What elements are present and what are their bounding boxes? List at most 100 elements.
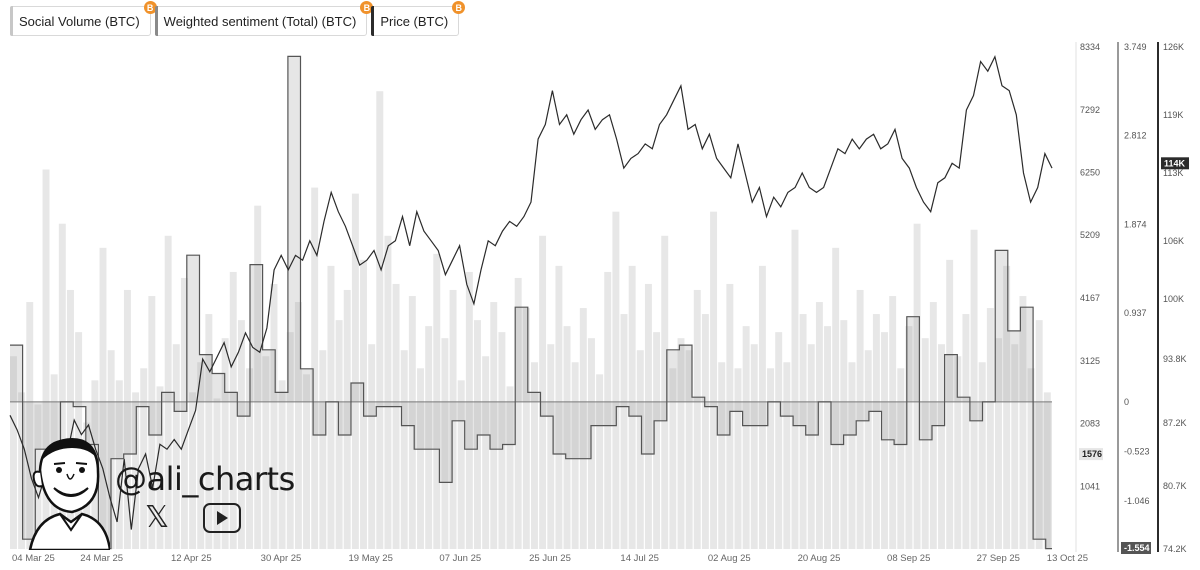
social-volume-bar	[767, 368, 775, 549]
price-tick: 106K	[1163, 236, 1184, 246]
social-volume-bar	[636, 350, 644, 549]
social-volume-bar	[905, 326, 913, 549]
price-tick: 100K	[1163, 294, 1184, 304]
x-axis-date-label: 07 Jun 25	[439, 553, 481, 564]
social-volume-bar	[441, 338, 449, 549]
sentiment-tick: 0	[1124, 397, 1129, 407]
social-volume-bar	[262, 356, 270, 549]
social-volume-swatch	[10, 6, 13, 36]
social-volume-bar	[172, 344, 180, 549]
social-volume-bar	[351, 193, 359, 550]
social-volume-bar	[376, 91, 384, 550]
social-volume-tick: 4167	[1080, 293, 1100, 303]
social-volume-bar	[897, 368, 905, 549]
social-volume-bar	[547, 344, 555, 549]
x-axis-date-label: 13 Oct 25	[1047, 553, 1088, 564]
social-volume-bar	[824, 326, 831, 549]
social-volume-current: 1576	[1082, 449, 1102, 459]
social-volume-bar	[514, 277, 522, 549]
social-volume-bar	[856, 289, 864, 549]
social-volume-bar	[449, 289, 457, 549]
social-volume-bar	[10, 356, 17, 549]
social-volume-bar	[408, 296, 416, 549]
legend-social-volume[interactable]: Social Volume (BTC) B	[10, 1, 157, 36]
social-volume-bar	[303, 374, 310, 549]
social-volume-bar	[962, 314, 970, 549]
social-volume-bar	[710, 211, 718, 549]
social-volume-bar	[197, 362, 205, 549]
social-volume-bar	[653, 332, 661, 549]
social-volume-bar	[612, 211, 620, 549]
social-volume-bar	[864, 350, 872, 549]
social-volume-bar	[319, 350, 327, 549]
x-axis-date-label: 14 Jul 25	[620, 553, 659, 564]
social-volume-bar	[848, 362, 856, 549]
social-volume-bar	[384, 235, 392, 549]
legend-label: Price (BTC)	[380, 13, 449, 29]
x-axis-ticks: 04 Mar 25 24 Mar 25 12 Apr 25 30 Apr 25 19 M…	[12, 553, 1088, 564]
social-volume-bar	[482, 356, 490, 549]
x-axis-date-label: 25 Jun 25	[529, 553, 571, 564]
author-watermark: @ali_charts 𝕏	[20, 430, 320, 550]
x-axis-date-label: 30 Apr 25	[261, 553, 302, 564]
social-volume-bar	[246, 368, 254, 549]
sentiment-tick: 1.874	[1124, 220, 1147, 230]
sentiment-tick: -1.046	[1124, 496, 1150, 506]
social-volume-bar	[506, 386, 514, 549]
social-volume-bar	[669, 368, 677, 549]
social-volume-bar	[995, 338, 1002, 549]
legend-price[interactable]: Price (BTC) B	[371, 1, 466, 36]
social-volume-bar	[750, 344, 758, 549]
social-volume-bar	[978, 362, 986, 549]
weighted-sentiment-line	[10, 55, 1052, 550]
social-volume-bar	[881, 332, 888, 549]
sentiment-current-badge: -1.554	[1121, 542, 1151, 554]
social-volume-bar	[327, 265, 335, 549]
social-volume-bar	[343, 289, 351, 549]
x-icon: 𝕏	[145, 500, 170, 535]
cartoon-face-avatar	[28, 438, 110, 550]
price-swatch	[371, 6, 375, 36]
price-tick: 87.2K	[1163, 418, 1187, 428]
social-volume-bar	[775, 332, 783, 549]
social-volume-bar	[465, 271, 473, 549]
social-volume-bar	[555, 265, 563, 549]
x-axis-date-label: 04 Mar 25	[12, 553, 55, 564]
social-volume-bar	[889, 296, 897, 549]
social-volume-bar	[522, 308, 530, 549]
social-volume-bar	[99, 247, 107, 549]
social-volume-tick: 7292	[1080, 105, 1100, 115]
social-volume-bar	[392, 283, 400, 549]
legend-label: Weighted sentiment (Total) (BTC)	[163, 13, 357, 29]
social-volume-bar	[685, 350, 693, 549]
social-volume-bar	[815, 302, 823, 549]
social-volume-bar	[425, 326, 433, 549]
social-volume-bar	[579, 308, 587, 549]
bitcoin-icon: B	[452, 1, 466, 14]
price-current: 114K	[1164, 158, 1186, 168]
x-axis-date-label: 20 Aug 25	[798, 553, 841, 564]
legend-label: Social Volume (BTC)	[19, 13, 140, 29]
social-volume-bar	[457, 380, 465, 549]
social-volume-bar	[677, 338, 685, 549]
social-volume-bar	[123, 289, 131, 549]
social-volume-bar	[661, 235, 669, 549]
weighted-sentiment-swatch	[154, 6, 158, 36]
social-volume-bar	[368, 344, 376, 549]
social-volume-bar	[115, 380, 123, 549]
social-volume-bar	[26, 302, 34, 549]
social-volume-bar	[400, 350, 408, 549]
social-volume-bar	[221, 338, 229, 549]
social-volume-bar	[913, 223, 921, 550]
x-axis-date-label: 08 Sep 25	[887, 553, 930, 564]
legend-weighted-sentiment[interactable]: Weighted sentiment (Total) (BTC) B	[154, 1, 374, 36]
social-volume-bar	[490, 302, 498, 549]
bitcoin-icon: B	[360, 1, 374, 14]
social-volume-bar	[311, 187, 319, 549]
social-volume-tick: 3125	[1080, 356, 1100, 366]
price-tick: 93.8K	[1163, 354, 1187, 364]
social-volume-bar	[189, 392, 197, 549]
social-volume-bar	[156, 386, 164, 549]
sentiment-tick: 3.749	[1124, 42, 1147, 52]
